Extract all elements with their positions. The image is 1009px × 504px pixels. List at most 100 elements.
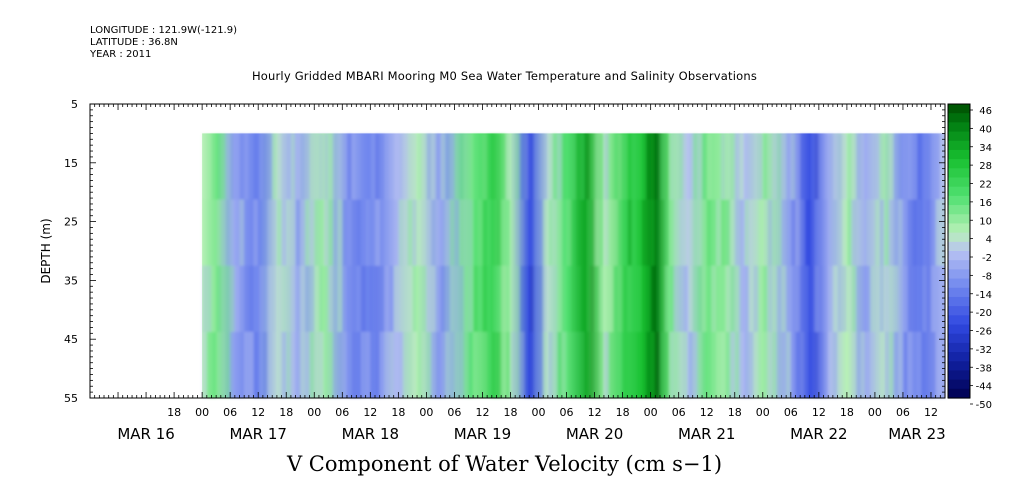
x-hour-tick-label: 06 (447, 406, 461, 419)
y-tick-label: 35 (64, 274, 78, 287)
heatmap-streaks (202, 133, 946, 399)
x-hour-tick-label: 12 (588, 406, 602, 419)
colorbar-tick-label: -20 (976, 308, 992, 319)
x-hour-tick-label: 18 (840, 406, 854, 419)
colorbar-tick-label: 22 (979, 180, 992, 191)
colorbar-swatch (948, 251, 970, 261)
y-axis-title: DEPTH (m) (39, 218, 53, 283)
colorbar-tick-label: 4 (986, 235, 992, 246)
colorbar-swatch (948, 315, 970, 326)
colorbar-swatch (948, 223, 970, 234)
x-hour-tick-label: 00 (307, 406, 321, 419)
colorbar-tick-label: -44 (976, 382, 992, 393)
colorbar-tick-label: -32 (976, 345, 992, 356)
colorbar-tick-label: -38 (976, 363, 992, 374)
x-hour-tick-label: 06 (560, 406, 574, 419)
colorbar-swatch (948, 214, 970, 225)
colorbar-tick-label: 40 (979, 124, 992, 135)
x-hour-tick-label: 06 (672, 406, 686, 419)
colorbar-tick-label: 46 (979, 106, 992, 117)
colorbar-swatch (948, 232, 970, 243)
colorbar-swatch (948, 168, 970, 179)
year-label: YEAR : 2011 (90, 49, 152, 60)
x-date-label: MAR 20 (566, 425, 623, 443)
x-hour-tick-label: 00 (195, 406, 209, 419)
y-tick-label: 15 (64, 157, 78, 170)
colorbar-swatch (948, 306, 970, 316)
x-hour-tick-label: 18 (503, 406, 517, 419)
y-tick-label: 5 (71, 98, 78, 111)
colorbar-swatch (948, 296, 970, 307)
colorbar-swatch (948, 342, 970, 353)
colorbar-swatch (948, 104, 970, 114)
x-date-label: MAR 23 (888, 425, 945, 443)
colorbar-swatch (948, 122, 970, 133)
x-date-label: MAR 22 (790, 425, 847, 443)
colorbar-swatch (948, 177, 970, 188)
colorbar-swatch (948, 241, 970, 252)
x-hour-tick-label: 12 (700, 406, 714, 419)
x-date-label: MAR 21 (678, 425, 735, 443)
colorbar-tick-label: 34 (979, 143, 992, 154)
x-hour-tick-label: 18 (391, 406, 405, 419)
axes: 18 00 06 12 18 00 06 12 18 00 06 12 18 00 06 12 18 00 06 12… (64, 98, 946, 443)
colorbar-tick-label: -8 (982, 271, 992, 282)
heatmap-field (202, 133, 946, 399)
y-tick-label: 25 (64, 216, 78, 229)
x-hour-tick-label: 06 (784, 406, 798, 419)
x-hour-tick-label: 18 (616, 406, 630, 419)
colorbar-swatch (948, 333, 970, 344)
colorbar: 46 40 34 28 22 16 10 4 -2 -8 -14 -20 -26 -32 -38 -44 -50 (947, 103, 992, 411)
colorbar-swatch (948, 195, 970, 206)
colorbar-swatch (948, 260, 970, 270)
colorbar-swatch (948, 269, 970, 280)
colorbar-tick-label: -2 (982, 253, 992, 264)
colorbar-swatch (948, 113, 970, 123)
x-hour-tick-label: 12 (812, 406, 826, 419)
colorbar-swatch (948, 186, 970, 197)
colorbar-swatch (948, 324, 970, 335)
x-date-label: MAR 17 (229, 425, 286, 443)
x-hour-tick-label: 18 (728, 406, 742, 419)
longitude-label: LONGITUDE : 121.9W(-121.9) (90, 25, 237, 36)
colorbar-swatch (948, 205, 970, 215)
colorbar-swatch (948, 278, 970, 289)
x-axis-title: V Component of Water Velocity (cm s−1) (286, 452, 723, 476)
colorbar-tick-label: 16 (979, 198, 992, 209)
colorbar-swatch (948, 287, 970, 298)
colorbar-swatch (948, 149, 970, 160)
colorbar-swatch (948, 131, 970, 142)
colorbar-swatch (948, 159, 970, 169)
x-date-label: MAR 19 (454, 425, 511, 443)
x-hour-tick-label: 00 (756, 406, 770, 419)
x-hour-tick-label: 00 (532, 406, 546, 419)
colorbar-swatch (948, 370, 970, 381)
colorbar-tick-label: 28 (979, 161, 992, 172)
x-hour-tick-label: 12 (924, 406, 938, 419)
x-hour-tick-label: 18 (279, 406, 293, 419)
colorbar-swatch (948, 140, 970, 151)
x-hour-tick-label: 00 (419, 406, 433, 419)
y-tick-label: 45 (64, 333, 78, 346)
x-hour-tick-label: 18 (167, 406, 181, 419)
colorbar-tick-label: -50 (976, 400, 992, 411)
x-hour-tick-label: 00 (868, 406, 882, 419)
x-hour-tick-label: 12 (475, 406, 489, 419)
y-tick-label: 55 (64, 392, 78, 405)
x-hour-tick-label: 06 (223, 406, 237, 419)
colorbar-tick-label: 10 (979, 216, 992, 227)
latitude-label: LATITUDE : 36.8N (90, 37, 178, 48)
x-hour-tick-label: 06 (335, 406, 349, 419)
x-hour-tick-label: 00 (644, 406, 658, 419)
chart-title: Hourly Gridded MBARI Mooring M0 Sea Wate… (251, 69, 758, 83)
x-hour-tick-label: 12 (251, 406, 265, 419)
x-hour-tick-label: 12 (363, 406, 377, 419)
colorbar-tick-label: -26 (976, 327, 992, 338)
colorbar-swatch (948, 388, 970, 399)
colorbar-swatch (948, 379, 970, 390)
x-hour-tick-label: 06 (896, 406, 910, 419)
colorbar-swatch (948, 352, 970, 362)
x-date-label: MAR 16 (117, 425, 174, 443)
colorbar-swatch (948, 361, 970, 372)
